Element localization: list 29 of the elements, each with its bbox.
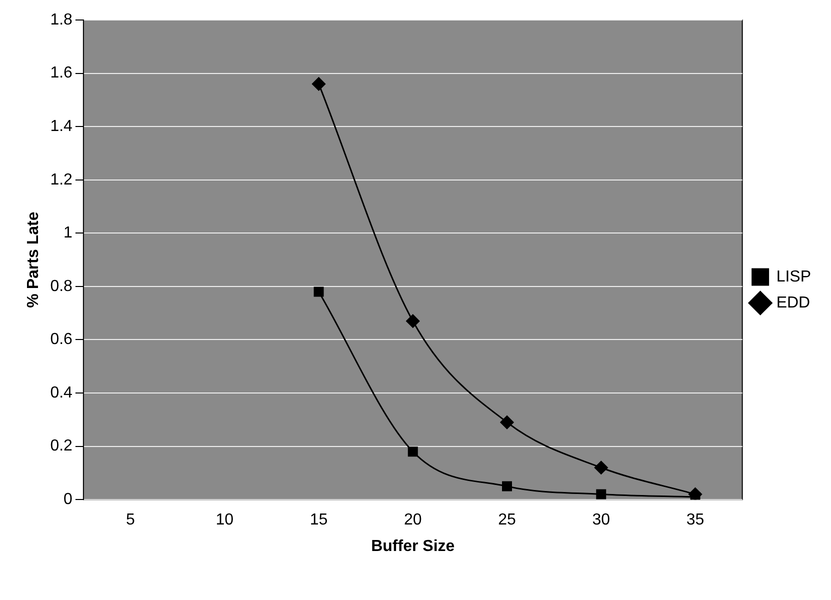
point <box>502 481 512 492</box>
point <box>500 416 514 430</box>
legend-label: EDD <box>776 294 810 312</box>
x-tick-label: 20 <box>404 512 422 529</box>
y-tick-label: 0.6 <box>50 331 73 348</box>
point <box>594 460 608 474</box>
y-tick-label: 1.2 <box>50 171 73 188</box>
y-tick-label: 0.4 <box>50 384 73 402</box>
point <box>406 314 420 328</box>
y-tick-label: 1.6 <box>50 64 73 82</box>
x-tick-label: 15 <box>310 512 328 529</box>
y-tick-label: 1.4 <box>50 118 73 135</box>
x-tick-label: 10 <box>216 512 234 529</box>
x-tick-label: 30 <box>592 512 610 529</box>
y-tick-label: 1 <box>64 224 73 242</box>
point <box>312 77 326 91</box>
y-tick-label: 0 <box>64 491 73 508</box>
y-tick-label: 0.8 <box>50 278 73 295</box>
point <box>596 489 606 500</box>
point <box>314 286 324 297</box>
point <box>408 446 418 457</box>
x-axis-title: Buffer Size <box>371 538 455 555</box>
y-tick-label: 1.8 <box>50 11 73 28</box>
x-tick-label: 25 <box>498 512 516 529</box>
x-tick-label: 5 <box>126 512 136 529</box>
legend-label: LISP <box>776 268 811 286</box>
x-tick-label: 35 <box>686 512 704 529</box>
y-tick-label: 0.2 <box>50 438 73 455</box>
y-axis-title: % Parts Late <box>25 212 42 308</box>
